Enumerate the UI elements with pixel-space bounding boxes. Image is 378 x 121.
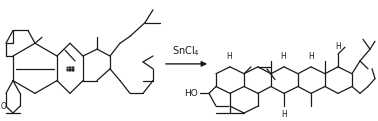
Text: H: H bbox=[335, 42, 341, 51]
Text: H: H bbox=[226, 52, 232, 61]
Text: H: H bbox=[280, 52, 286, 61]
Text: H: H bbox=[308, 52, 314, 61]
Text: O: O bbox=[1, 102, 7, 111]
Text: HO: HO bbox=[184, 89, 198, 98]
Text: SnCl$_4$: SnCl$_4$ bbox=[172, 44, 200, 58]
Text: H: H bbox=[281, 110, 287, 119]
